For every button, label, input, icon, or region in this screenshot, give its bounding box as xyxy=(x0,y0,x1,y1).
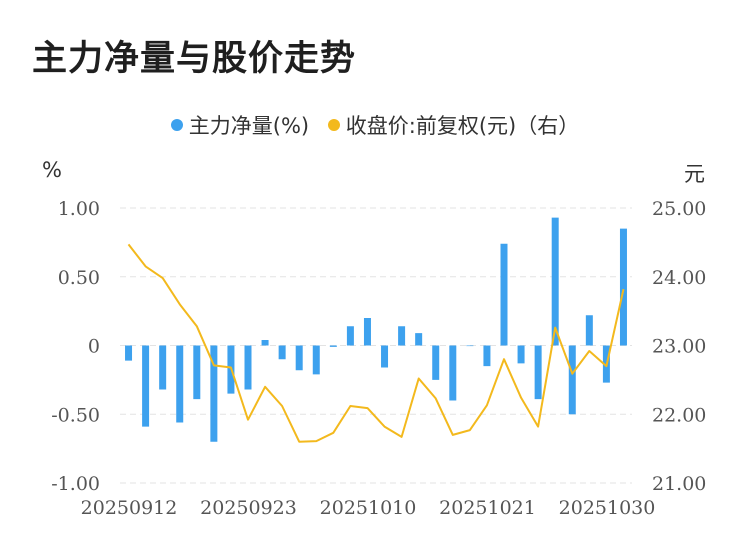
bar xyxy=(278,345,286,360)
bar xyxy=(568,345,576,415)
legend-dot-net-volume xyxy=(170,119,183,131)
x-axis-tick-label: 20251010 xyxy=(320,497,417,519)
bar xyxy=(295,345,303,371)
x-axis-tick-label: 20250912 xyxy=(81,497,178,519)
right-axis-tick-label: 21.00 xyxy=(652,473,706,495)
bar xyxy=(312,345,320,375)
legend-label-net-volume: 主力净量(%) xyxy=(188,114,310,138)
legend-item-net-volume[interactable]: 主力净量(%) xyxy=(170,110,310,140)
left-axis-tick-label: -1.00 xyxy=(51,473,100,495)
bar xyxy=(432,345,440,380)
bar xyxy=(551,217,559,346)
bar xyxy=(500,243,508,346)
bar xyxy=(193,345,201,400)
bar xyxy=(449,345,457,401)
bar xyxy=(159,345,167,390)
bar xyxy=(483,345,491,367)
bar xyxy=(585,315,593,346)
chart-title: 主力净量与股价走势 xyxy=(32,39,357,79)
bar xyxy=(466,345,474,347)
bar xyxy=(210,345,218,442)
bar xyxy=(261,340,269,346)
right-axis-tick-label: 23.00 xyxy=(652,336,706,358)
left-axis-tick-label: -0.50 xyxy=(51,404,100,426)
x-axis-tick-label: 20250923 xyxy=(200,497,297,519)
left-axis-tick-label: 0 xyxy=(88,336,100,358)
left-axis-tick-label: 0.50 xyxy=(58,267,100,289)
left-axis-tick-label: 1.00 xyxy=(58,198,100,220)
bar xyxy=(517,345,525,364)
x-axis-tick-label: 20251021 xyxy=(439,497,536,519)
right-axis-tick-label: 25.00 xyxy=(652,198,706,220)
bar xyxy=(142,345,150,427)
right-axis-unit: 元 xyxy=(684,162,705,186)
bar xyxy=(346,326,354,346)
bar xyxy=(363,318,371,346)
price-line xyxy=(127,243,625,443)
bar xyxy=(244,345,252,390)
x-axis-tick-label: 20251030 xyxy=(559,497,656,519)
legend-item-close-price[interactable]: 收盘价:前复权(元)（右） xyxy=(327,110,580,140)
bar xyxy=(381,345,389,368)
left-axis-unit: % xyxy=(42,158,62,182)
legend-label-close-price: 收盘价:前复权(元)（右） xyxy=(345,114,580,138)
bar xyxy=(619,228,627,346)
bar xyxy=(415,333,423,346)
right-axis-tick-label: 22.00 xyxy=(652,404,706,426)
legend-dot-close-price xyxy=(327,119,340,131)
bar xyxy=(329,345,337,347)
legend: 主力净量(%) 收盘价:前复权(元)（右） xyxy=(0,110,750,140)
bar xyxy=(398,326,406,346)
bar xyxy=(176,345,184,423)
right-axis-tick-label: 24.00 xyxy=(652,267,706,289)
bar xyxy=(125,345,133,361)
bar xyxy=(534,345,542,400)
